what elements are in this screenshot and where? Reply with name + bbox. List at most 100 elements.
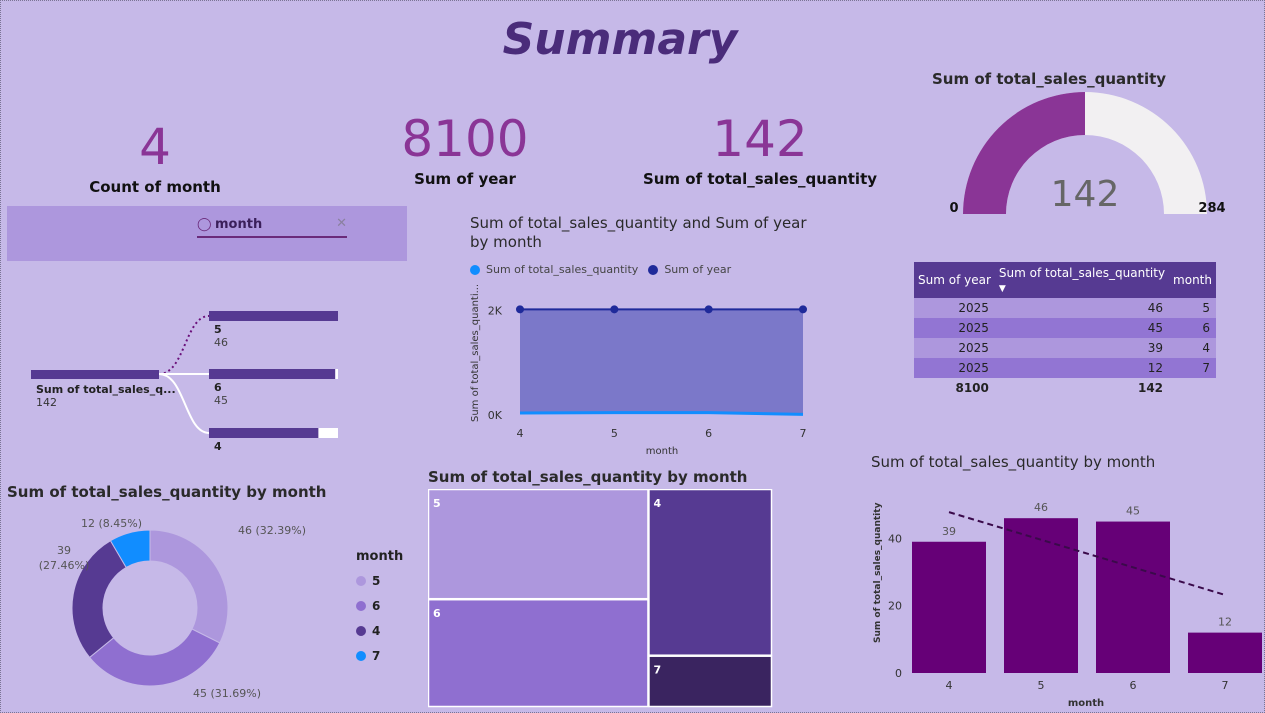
donut-legend[interactable]: month 5 6 4 7 bbox=[356, 549, 403, 668]
table-cell: 46 bbox=[994, 298, 1170, 318]
treemap-cell[interactable] bbox=[648, 489, 773, 656]
kpi-value: 142 bbox=[712, 110, 808, 168]
decomp-connector bbox=[158, 373, 210, 434]
y-tick-label: 40 bbox=[888, 532, 902, 545]
y-axis-title: Sum of total_sales_quantity bbox=[873, 502, 883, 643]
decomp-node-label: 6 bbox=[214, 381, 222, 394]
treemap-title: Sum of total_sales_quantity by month bbox=[428, 468, 748, 486]
data-point[interactable] bbox=[610, 305, 619, 314]
decomposition-tree[interactable]: Sum of total_sales_q... 142 546 645 4 bbox=[20, 300, 350, 450]
decomp-node-value: 45 bbox=[214, 394, 228, 407]
table-cell: 6 bbox=[1169, 318, 1216, 338]
gauge-chart[interactable]: 142 0 284 bbox=[940, 90, 1230, 220]
table-cell: 39 bbox=[994, 338, 1170, 358]
series-line-sales[interactable] bbox=[519, 411, 804, 416]
data-point[interactable] bbox=[799, 305, 807, 314]
header-label: Sum of total_sales_quantity bbox=[998, 266, 1166, 280]
close-icon[interactable]: ✕ bbox=[336, 216, 347, 231]
column-bar[interactable] bbox=[1004, 518, 1078, 673]
legend-item[interactable]: 4 bbox=[356, 618, 403, 643]
legend-item[interactable]: Sum of year bbox=[664, 263, 732, 276]
y-tick-label: 0K bbox=[488, 409, 503, 422]
x-axis-title: month bbox=[1068, 698, 1104, 709]
kpi-sum-of-year[interactable]: 8100 Sum of year bbox=[350, 110, 580, 188]
slicer-search-field[interactable]: ◯ month ✕ bbox=[197, 216, 347, 238]
decomp-node-bar[interactable] bbox=[209, 369, 336, 379]
legend-item[interactable]: 5 bbox=[356, 568, 403, 593]
page-title: Summary bbox=[502, 14, 738, 65]
treemap-cell-label: 7 bbox=[653, 664, 661, 677]
area-chart[interactable]: 4 5 6 7 0K 2K Sum of total_sales_quanti... mo… bbox=[465, 285, 825, 460]
treemap-cell[interactable] bbox=[428, 489, 649, 600]
x-tick-label: 4 bbox=[517, 427, 524, 440]
table-header[interactable]: Sum of total_sales_quantity ▼ bbox=[994, 262, 1170, 298]
table-header[interactable]: month bbox=[1169, 262, 1216, 298]
legend-dot-icon bbox=[356, 625, 366, 636]
decomp-root-label: Sum of total_sales_q... bbox=[36, 383, 176, 396]
table-header[interactable]: Sum of year bbox=[914, 262, 995, 298]
table-total-cell bbox=[1169, 378, 1216, 398]
decomp-root-value: 142 bbox=[36, 396, 57, 409]
kpi-count-of-month[interactable]: 4 Count of month bbox=[40, 118, 270, 196]
kpi-value: 8100 bbox=[401, 110, 529, 168]
legend-item[interactable]: 6 bbox=[356, 593, 403, 618]
area-chart-title-line: by month bbox=[470, 233, 542, 251]
table-cell: 12 bbox=[994, 358, 1170, 378]
table-cell: 2025 bbox=[914, 318, 995, 338]
lightbulb-icon: ◯ bbox=[197, 217, 212, 232]
legend-dot-icon bbox=[356, 575, 366, 586]
summary-table[interactable]: Sum of year Sum of total_sales_quantity ▼… bbox=[914, 262, 1216, 398]
data-label: 12 (8.45%) bbox=[81, 517, 142, 530]
table-row[interactable]: 2025 39 4 bbox=[914, 338, 1216, 358]
area-chart-title: Sum of total_sales_quantity and Sum of y… bbox=[470, 214, 807, 252]
treemap-cell[interactable] bbox=[648, 655, 773, 708]
column-chart[interactable]: 0 20 40 39 4 46 5 45 6 12 7 Sum of total_sales_qua… bbox=[860, 478, 1265, 711]
donut-slice[interactable] bbox=[149, 529, 229, 644]
table-cell: 2025 bbox=[914, 338, 995, 358]
y-axis-title: Sum of total_sales_quanti... bbox=[470, 285, 481, 422]
x-tick-label: 7 bbox=[800, 427, 807, 440]
decomp-node-bar[interactable] bbox=[209, 428, 319, 438]
table-cell: 4 bbox=[1169, 338, 1216, 358]
month-slicer[interactable]: ◯ month ✕ bbox=[7, 206, 407, 261]
sort-down-icon: ▼ bbox=[998, 284, 1006, 294]
kpi-label: Count of month bbox=[89, 178, 221, 196]
legend-label: 6 bbox=[372, 598, 381, 613]
y-tick-label: 20 bbox=[888, 600, 902, 613]
legend-label: 7 bbox=[372, 648, 381, 663]
y-tick-label: 0 bbox=[895, 667, 902, 680]
data-point[interactable] bbox=[516, 305, 524, 314]
legend-label: 5 bbox=[372, 573, 381, 588]
decomp-connector bbox=[158, 315, 210, 375]
treemap-cell-label: 6 bbox=[433, 607, 441, 620]
treemap-chart[interactable]: 5 6 4 7 bbox=[428, 489, 773, 708]
decomp-root-bar[interactable] bbox=[31, 370, 159, 379]
table-row[interactable]: 2025 46 5 bbox=[914, 298, 1216, 318]
column-bar[interactable] bbox=[1188, 632, 1262, 673]
decomp-node-bar[interactable] bbox=[209, 311, 338, 321]
area-chart-legend[interactable]: Sum of total_sales_quantity Sum of year bbox=[470, 263, 731, 276]
legend-item[interactable]: 7 bbox=[356, 643, 403, 668]
column-bar[interactable] bbox=[912, 541, 986, 673]
treemap-cell[interactable] bbox=[428, 598, 649, 708]
table-row[interactable]: 2025 45 6 bbox=[914, 318, 1216, 338]
legend-item[interactable]: Sum of total_sales_quantity bbox=[486, 263, 639, 276]
table-row[interactable]: 2025 12 7 bbox=[914, 358, 1216, 378]
x-tick-label: 7 bbox=[1222, 679, 1229, 692]
column-chart-title: Sum of total_sales_quantity by month bbox=[871, 453, 1156, 471]
data-label: 12 bbox=[1218, 616, 1232, 629]
column-bar[interactable] bbox=[1096, 521, 1170, 673]
donut-slice[interactable] bbox=[88, 628, 221, 687]
donut-slice[interactable] bbox=[109, 529, 151, 569]
kpi-sum-of-total-sales-quantity[interactable]: 142 Sum of total_sales_quantity bbox=[640, 110, 880, 188]
treemap-cell-label: 5 bbox=[433, 497, 441, 510]
data-label: (27.46%) bbox=[39, 559, 90, 572]
table-cell: 2025 bbox=[914, 358, 995, 378]
x-axis-title: month bbox=[646, 446, 678, 457]
kpi-label: Sum of total_sales_quantity bbox=[642, 170, 878, 188]
y-tick-label: 2K bbox=[488, 305, 503, 318]
legend-label: 4 bbox=[372, 623, 381, 638]
legend-dot-icon bbox=[356, 650, 366, 661]
donut-chart[interactable]: 46 (32.39%) 45 (31.69%) 39 (27.46%) 12 (8.45… bbox=[30, 505, 350, 710]
data-point[interactable] bbox=[704, 305, 713, 314]
